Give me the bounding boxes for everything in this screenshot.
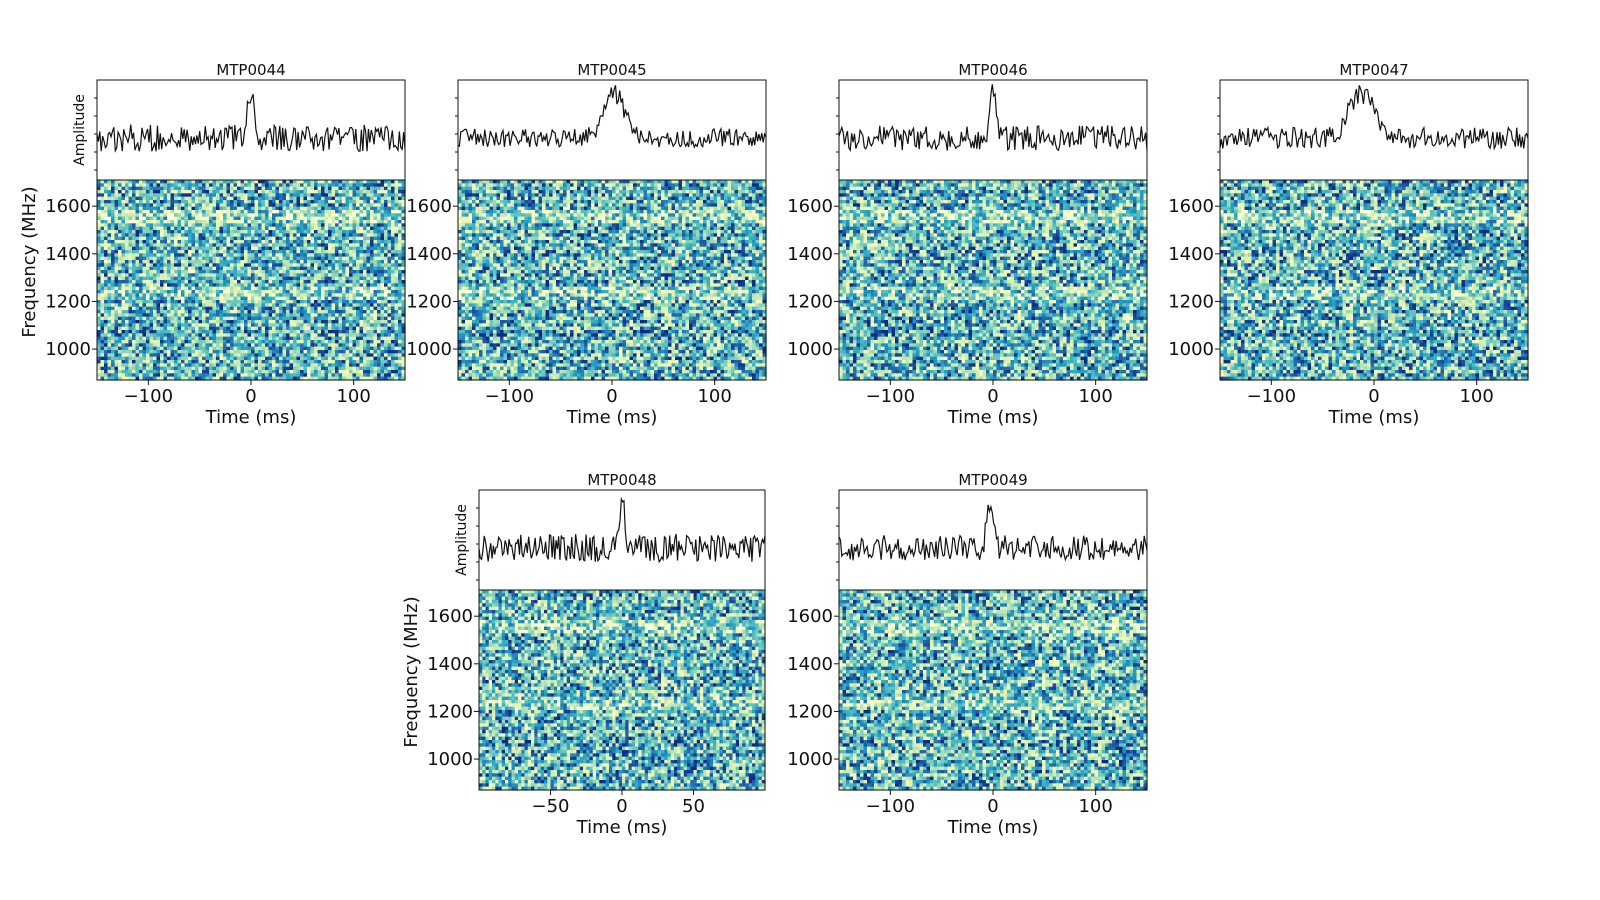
dynamic-spectrum-heatmap xyxy=(97,180,406,381)
